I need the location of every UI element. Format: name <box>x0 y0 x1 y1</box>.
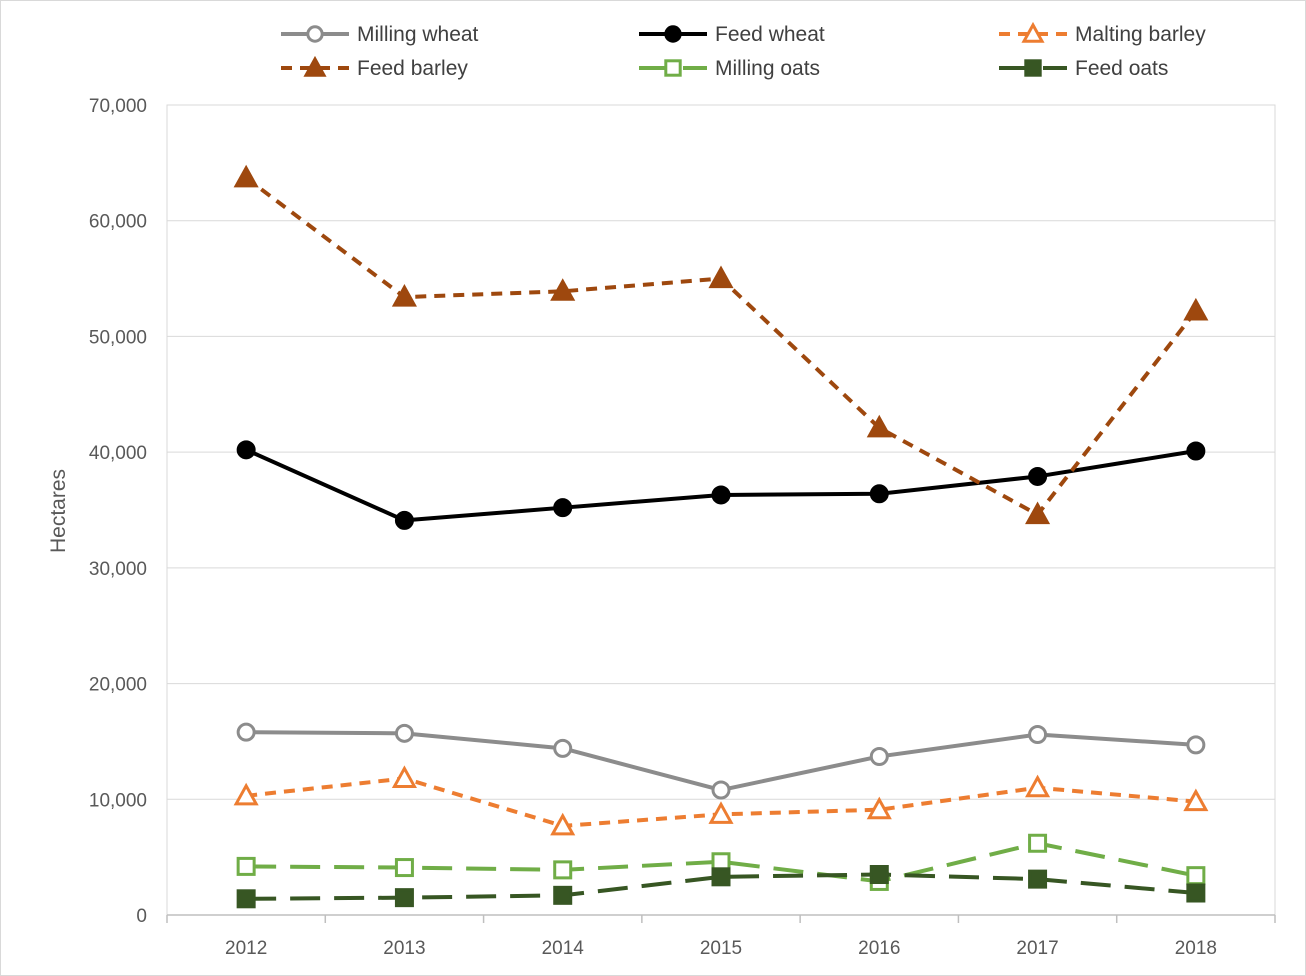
legend-item: Milling wheat <box>281 23 479 46</box>
data-point <box>1183 297 1209 321</box>
y-tick-label: 20,000 <box>89 675 147 696</box>
legend-label: Feed oats <box>1075 57 1168 80</box>
data-point <box>866 796 892 820</box>
data-point <box>553 738 573 758</box>
axes: 0 10,000 20,000 30,000 40,000 50,000 60,000 70,… <box>89 96 1276 959</box>
data-point <box>711 867 731 887</box>
x-tick-label: 2018 <box>1175 938 1217 959</box>
data-point <box>394 888 414 908</box>
legend-label: Malting barley <box>1075 23 1206 46</box>
data-point <box>1021 21 1045 43</box>
series-line <box>244 176 1198 517</box>
y-axis-title: Hectares <box>47 469 70 553</box>
y-tick-label: 40,000 <box>89 443 147 464</box>
data-point <box>233 782 259 806</box>
series-milling-wheat <box>236 722 1206 800</box>
x-tick-label: 2014 <box>542 938 585 959</box>
data-point <box>1183 788 1209 812</box>
y-tick-label: 50,000 <box>89 327 147 348</box>
series-feed-wheat <box>236 440 1206 530</box>
legend-label: Feed barley <box>357 57 468 80</box>
data-point <box>306 25 324 43</box>
data-point <box>1028 869 1048 889</box>
data-point <box>550 812 576 836</box>
series-lines <box>233 164 1209 909</box>
data-point <box>236 440 256 460</box>
series-feed-oats <box>236 865 1206 909</box>
legend-item: Malting barley <box>999 21 1206 46</box>
legend-label: Milling oats <box>715 57 820 80</box>
series-line <box>245 448 1197 523</box>
x-tick-label: 2017 <box>1016 938 1058 959</box>
data-point <box>553 885 573 905</box>
data-point <box>708 265 734 289</box>
data-point <box>869 484 889 504</box>
data-point <box>1025 501 1051 525</box>
data-point <box>1024 59 1042 77</box>
data-point <box>553 498 573 518</box>
data-point <box>866 414 892 438</box>
data-point <box>1186 883 1206 903</box>
legend-item: Feed barley <box>281 55 468 80</box>
data-point <box>1186 735 1206 755</box>
data-point <box>391 765 417 788</box>
data-point <box>708 801 734 824</box>
data-point <box>236 889 256 909</box>
x-tick-label: 2016 <box>858 938 900 959</box>
data-point <box>391 283 417 307</box>
data-point <box>1028 833 1048 853</box>
data-point <box>550 278 576 301</box>
data-point <box>1186 866 1206 886</box>
y-tick-label: 10,000 <box>89 790 147 811</box>
legend-label: Milling wheat <box>357 23 479 46</box>
legend-item: Feed wheat <box>639 23 825 46</box>
data-point <box>869 865 889 884</box>
data-point <box>394 858 414 878</box>
y-tick-label: 70,000 <box>89 96 147 117</box>
data-point <box>394 723 414 743</box>
data-point <box>303 55 327 77</box>
y-tick-label: 0 <box>136 906 147 927</box>
series-feed-barley <box>233 164 1209 525</box>
data-point <box>553 860 573 880</box>
x-tick-label: 2015 <box>700 938 742 959</box>
legend: Milling wheat Feed wheat Malting barley Fee… <box>281 21 1206 80</box>
y-tick-label: 30,000 <box>89 559 147 580</box>
x-tick-label: 2012 <box>225 938 267 959</box>
data-point <box>664 59 682 77</box>
data-point <box>233 164 259 188</box>
data-point <box>1028 466 1048 486</box>
data-point <box>1028 724 1048 744</box>
data-point <box>1025 774 1051 798</box>
data-point <box>236 856 256 876</box>
data-point <box>869 746 889 766</box>
data-point <box>711 485 731 505</box>
data-point <box>664 25 682 43</box>
data-point <box>711 780 731 800</box>
y-tick-label: 60,000 <box>89 212 147 233</box>
data-point <box>236 722 256 742</box>
legend-item: Milling oats <box>639 57 820 80</box>
legend-label: Feed wheat <box>715 23 825 46</box>
series-malting-barley <box>233 765 1209 836</box>
data-point <box>394 510 414 530</box>
legend-item: Feed oats <box>999 57 1168 80</box>
x-tick-label: 2013 <box>383 938 425 959</box>
data-point <box>1186 441 1206 461</box>
